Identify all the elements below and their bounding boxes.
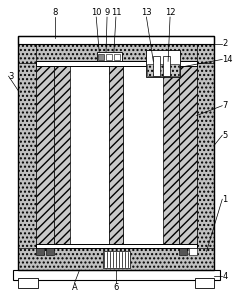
Text: 10: 10	[91, 8, 102, 17]
Bar	[18, 44, 214, 63]
Bar	[12, 270, 220, 280]
Text: 2: 2	[222, 39, 227, 48]
Bar	[163, 66, 179, 244]
Bar	[46, 248, 54, 255]
Bar	[123, 66, 179, 244]
Bar	[197, 44, 214, 270]
Bar	[179, 63, 197, 248]
Bar	[18, 248, 214, 270]
Bar	[36, 244, 197, 248]
Bar	[106, 53, 112, 60]
Bar	[153, 56, 160, 76]
Bar	[36, 63, 54, 248]
Bar	[114, 53, 120, 60]
Text: 12: 12	[165, 8, 175, 17]
Bar	[146, 50, 180, 77]
Text: 8: 8	[52, 8, 58, 17]
Bar	[103, 251, 130, 268]
Bar	[18, 36, 214, 44]
Text: 3: 3	[8, 72, 14, 81]
Bar	[36, 61, 197, 66]
Bar	[54, 66, 70, 244]
Bar	[163, 56, 170, 76]
Bar	[179, 248, 187, 255]
Text: 9: 9	[104, 8, 110, 17]
Text: 1: 1	[222, 195, 227, 204]
Bar	[54, 66, 109, 244]
Text: 14: 14	[222, 55, 233, 64]
Text: 6: 6	[113, 283, 119, 292]
Text: 11: 11	[111, 8, 121, 17]
Text: 5: 5	[222, 131, 227, 140]
Bar	[98, 53, 104, 60]
Bar	[36, 248, 44, 255]
Bar	[195, 278, 214, 288]
Text: 13: 13	[141, 8, 152, 17]
Bar	[109, 66, 123, 244]
Bar	[18, 44, 36, 270]
Text: 4: 4	[222, 272, 227, 280]
Text: 7: 7	[222, 101, 228, 110]
Text: A: A	[72, 283, 77, 292]
Bar	[189, 248, 197, 255]
Bar	[36, 44, 197, 63]
Bar	[147, 64, 179, 76]
Bar	[18, 278, 38, 288]
Bar	[18, 36, 214, 270]
Bar	[97, 52, 122, 61]
